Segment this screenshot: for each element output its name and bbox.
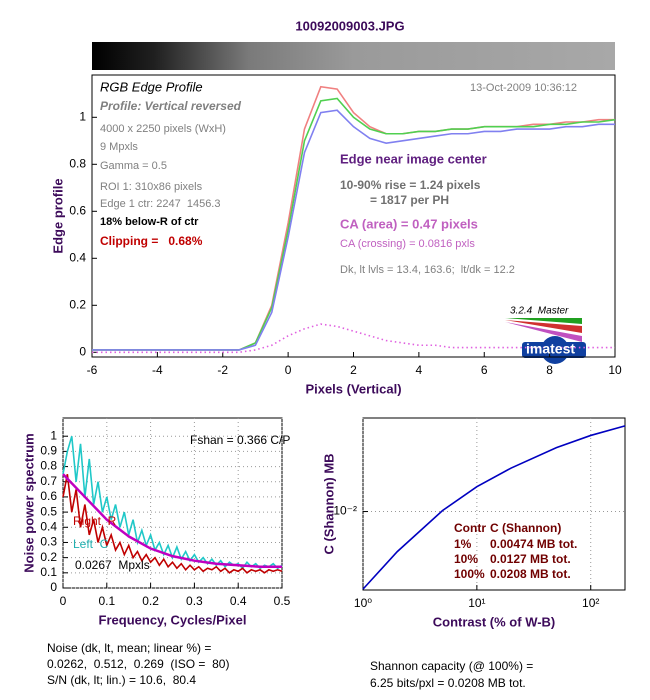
y-tick-label: 0.2 <box>40 550 57 564</box>
annotation: Clipping = 0.68% <box>100 234 203 248</box>
note: S/N (dk, lt; lin.) = 10.6, 80.4 <box>47 673 196 687</box>
x-tick-label: 4 <box>416 363 423 377</box>
annotation: Gamma = 0.5 <box>100 160 167 172</box>
y-tick-label: 0.8 <box>40 459 57 473</box>
y-tick-label: 0 <box>50 580 57 594</box>
annotation: 18% below-R of ctr <box>100 216 199 228</box>
x-tick-label: 0 <box>285 363 292 377</box>
annotation: 10-90% rise = 1.24 pixels <box>340 178 481 192</box>
x-axis-label: Contrast (% of W-B) <box>433 614 556 629</box>
x-tick-label: 10¹ <box>468 596 485 610</box>
x-tick-label: 0.1 <box>98 594 115 608</box>
y-tick-label: 0.4 <box>40 519 57 533</box>
annotation: CA (area) = 0.47 pixels <box>340 216 478 231</box>
annotation: 13-Oct-2009 10:36:12 <box>470 82 577 94</box>
y-axis-label: C (Shannon) MB <box>321 453 336 554</box>
annotation: 4000 x 2250 pixels (WxH) <box>100 123 226 135</box>
table-cell: 0.0208 MB tot. <box>490 567 571 581</box>
y-axis-label: Edge profile <box>50 178 65 253</box>
annotation: = 1817 per PH <box>370 193 449 207</box>
y-tick-label: 0.6 <box>40 489 57 503</box>
note: 6.25 bits/pxl = 0.0208 MB tot. <box>370 676 526 690</box>
annotation: Left C <box>73 537 109 551</box>
x-tick-label: 2 <box>350 363 357 377</box>
x-tick-label: -4 <box>152 363 163 377</box>
annotation: 3.2.4 Master <box>510 306 569 317</box>
annotation: 0.0267 Mpxls <box>75 558 150 572</box>
series-line <box>92 109 615 351</box>
table-cell: 0.00474 MB tot. <box>490 537 577 551</box>
x-tick-label: 6 <box>481 363 488 377</box>
series-line <box>362 425 626 590</box>
x-axis-label: Pixels (Vertical) <box>305 381 401 396</box>
plot-frame <box>362 417 626 591</box>
x-tick-label: 0 <box>60 594 67 608</box>
note: Shannon capacity (@ 100%) = <box>370 659 533 673</box>
y-tick-label: 0.9 <box>40 444 57 458</box>
y-tick-label: 0 <box>79 344 86 358</box>
annotation: CA (crossing) = 0.0816 pxls <box>340 238 475 250</box>
annotation: ROI 1: 310x86 pixels <box>100 181 203 193</box>
page-title: 10092009003.JPG <box>295 18 404 33</box>
annotation: Dk, lt lvls = 13.4, 163.6; lt/dk = 12.2 <box>340 264 515 276</box>
y-axis-label: Noise power spectrum <box>21 433 36 572</box>
annotation: imatest <box>526 341 575 357</box>
y-tick-label: 0.6 <box>69 203 86 217</box>
x-tick-label: 8 <box>546 363 553 377</box>
table-header: C (Shannon) <box>490 521 561 535</box>
annotation: Fshan = 0.366 C/P <box>190 433 290 447</box>
table-cell: 10% <box>454 552 478 566</box>
series-line <box>62 435 283 570</box>
y-tick-label: 0.2 <box>69 297 86 311</box>
y-tick-label: 1 <box>79 109 86 123</box>
table-cell: 100% <box>454 567 485 581</box>
series-line <box>62 474 283 574</box>
annotation: Edge near image center <box>340 151 487 166</box>
x-tick-label: 0.4 <box>230 594 247 608</box>
x-tick-label: -2 <box>217 363 228 377</box>
x-tick-label: 10⁰ <box>354 596 372 610</box>
annotation: Edge 1 ctr: 2247 1456.3 <box>100 198 220 210</box>
x-tick-label: 10 <box>608 363 622 377</box>
x-tick-label: 10² <box>582 596 599 610</box>
x-axis-label: Frequency, Cycles/Pixel <box>99 612 247 627</box>
table-cell: 0.0127 MB tot. <box>490 552 571 566</box>
y-tick-label: 0.5 <box>40 504 57 518</box>
gray-bar <box>92 42 615 70</box>
annotation: RGB Edge Profile <box>100 79 203 94</box>
x-tick-label: 0.5 <box>274 594 291 608</box>
annotation: Profile: Vertical reversed <box>100 99 242 113</box>
annotation: Right R <box>73 514 117 528</box>
table-header: Contr <box>454 521 486 535</box>
y-tick-label: 0.3 <box>40 535 57 549</box>
table-cell: 1% <box>454 537 472 551</box>
y-tick-label: 0.1 <box>40 565 57 579</box>
series-line <box>62 473 282 568</box>
x-tick-label: 0.3 <box>186 594 203 608</box>
x-tick-label: 0.2 <box>142 594 159 608</box>
y-tick-label: 0.8 <box>69 156 86 170</box>
note: 0.0262, 0.512, 0.269 (ISO = 80) <box>47 657 229 671</box>
y-tick-label: 1 <box>50 428 57 442</box>
annotation: 9 Mpxls <box>100 141 138 153</box>
x-tick-label: -6 <box>87 363 98 377</box>
y-tick-label: 0.4 <box>69 250 86 264</box>
y-tick-label: 0.7 <box>40 474 57 488</box>
y-tick-label: 10⁻² <box>333 504 357 518</box>
note: Noise (dk, lt, mean; linear %) = <box>47 641 211 655</box>
